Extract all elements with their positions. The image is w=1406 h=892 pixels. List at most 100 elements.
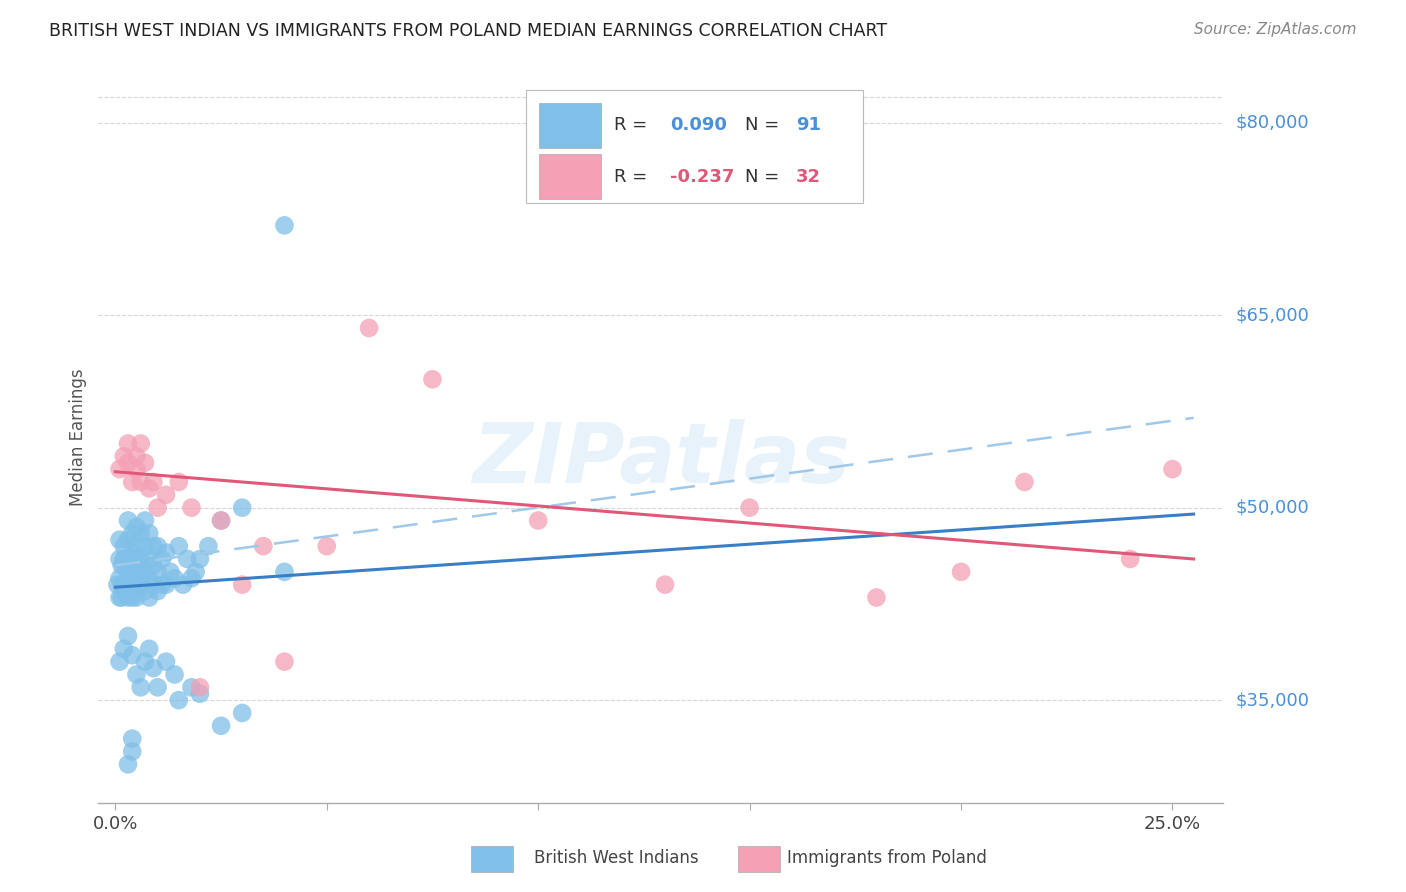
- Point: [150, 552, 173, 566]
- Point: [112, 577, 135, 591]
- Point: [121, 744, 143, 758]
- Point: [117, 514, 139, 528]
- Point: [527, 514, 550, 528]
- Point: [209, 719, 232, 733]
- Point: [1119, 552, 1142, 566]
- Point: [231, 500, 253, 515]
- Point: [117, 629, 139, 643]
- Point: [112, 552, 135, 566]
- Point: [138, 591, 160, 605]
- Point: [121, 565, 143, 579]
- Point: [117, 577, 139, 591]
- Point: [209, 514, 232, 528]
- Text: Source: ZipAtlas.com: Source: ZipAtlas.com: [1194, 22, 1357, 37]
- Point: [117, 757, 139, 772]
- Point: [155, 577, 177, 591]
- Point: [108, 655, 131, 669]
- Text: -0.237: -0.237: [669, 168, 734, 186]
- Point: [108, 591, 131, 605]
- Point: [422, 372, 444, 386]
- Point: [184, 565, 207, 579]
- Point: [129, 526, 152, 541]
- Point: [142, 661, 165, 675]
- Text: $35,000: $35,000: [1236, 691, 1310, 709]
- Point: [121, 731, 143, 746]
- Point: [117, 533, 139, 547]
- Point: [117, 584, 139, 599]
- Point: [125, 558, 148, 573]
- Point: [129, 475, 152, 489]
- Point: [134, 539, 156, 553]
- Point: [112, 641, 135, 656]
- Point: [146, 565, 169, 579]
- Point: [115, 552, 138, 566]
- Text: R =: R =: [613, 117, 652, 135]
- Point: [121, 591, 143, 605]
- Point: [167, 539, 190, 553]
- Point: [172, 577, 194, 591]
- FancyBboxPatch shape: [526, 90, 863, 203]
- Text: Immigrants from Poland: Immigrants from Poland: [787, 849, 987, 867]
- Point: [138, 526, 160, 541]
- Point: [155, 655, 177, 669]
- Point: [112, 558, 135, 573]
- Text: 91: 91: [796, 117, 821, 135]
- Point: [125, 667, 148, 681]
- Point: [117, 552, 139, 566]
- Text: N =: N =: [745, 117, 785, 135]
- Point: [125, 539, 148, 553]
- Point: [231, 577, 253, 591]
- Point: [1014, 475, 1036, 489]
- Point: [117, 565, 139, 579]
- Text: 0.090: 0.090: [669, 117, 727, 135]
- Point: [134, 456, 156, 470]
- Point: [121, 648, 143, 663]
- Point: [146, 584, 169, 599]
- Point: [117, 456, 139, 470]
- Point: [111, 558, 134, 573]
- Point: [111, 577, 134, 591]
- Point: [142, 539, 165, 553]
- Point: [180, 681, 202, 695]
- Point: [231, 706, 253, 720]
- Point: [129, 552, 152, 566]
- Point: [146, 539, 169, 553]
- Text: R =: R =: [613, 168, 652, 186]
- Point: [142, 558, 165, 573]
- Point: [125, 450, 148, 464]
- Y-axis label: Median Earnings: Median Earnings: [69, 368, 87, 506]
- Point: [121, 545, 143, 559]
- Text: British West Indians: British West Indians: [534, 849, 699, 867]
- Point: [112, 584, 135, 599]
- Point: [134, 514, 156, 528]
- Point: [142, 475, 165, 489]
- Point: [146, 681, 169, 695]
- Point: [115, 577, 138, 591]
- Point: [121, 475, 143, 489]
- Point: [125, 462, 148, 476]
- FancyBboxPatch shape: [540, 154, 602, 200]
- Point: [134, 584, 156, 599]
- Point: [121, 526, 143, 541]
- Point: [273, 655, 295, 669]
- Point: [167, 475, 190, 489]
- Point: [150, 577, 173, 591]
- Point: [155, 545, 177, 559]
- Point: [134, 565, 156, 579]
- Point: [180, 500, 202, 515]
- Point: [107, 577, 129, 591]
- Point: [112, 450, 135, 464]
- Point: [108, 552, 131, 566]
- Point: [117, 591, 139, 605]
- Point: [125, 591, 148, 605]
- Point: [738, 500, 761, 515]
- Point: [134, 655, 156, 669]
- Point: [950, 565, 973, 579]
- Point: [111, 591, 134, 605]
- Text: N =: N =: [745, 168, 785, 186]
- Text: BRITISH WEST INDIAN VS IMMIGRANTS FROM POLAND MEDIAN EARNINGS CORRELATION CHART: BRITISH WEST INDIAN VS IMMIGRANTS FROM P…: [49, 22, 887, 40]
- Point: [654, 577, 676, 591]
- Point: [273, 565, 295, 579]
- Text: $65,000: $65,000: [1236, 306, 1310, 324]
- Point: [138, 571, 160, 585]
